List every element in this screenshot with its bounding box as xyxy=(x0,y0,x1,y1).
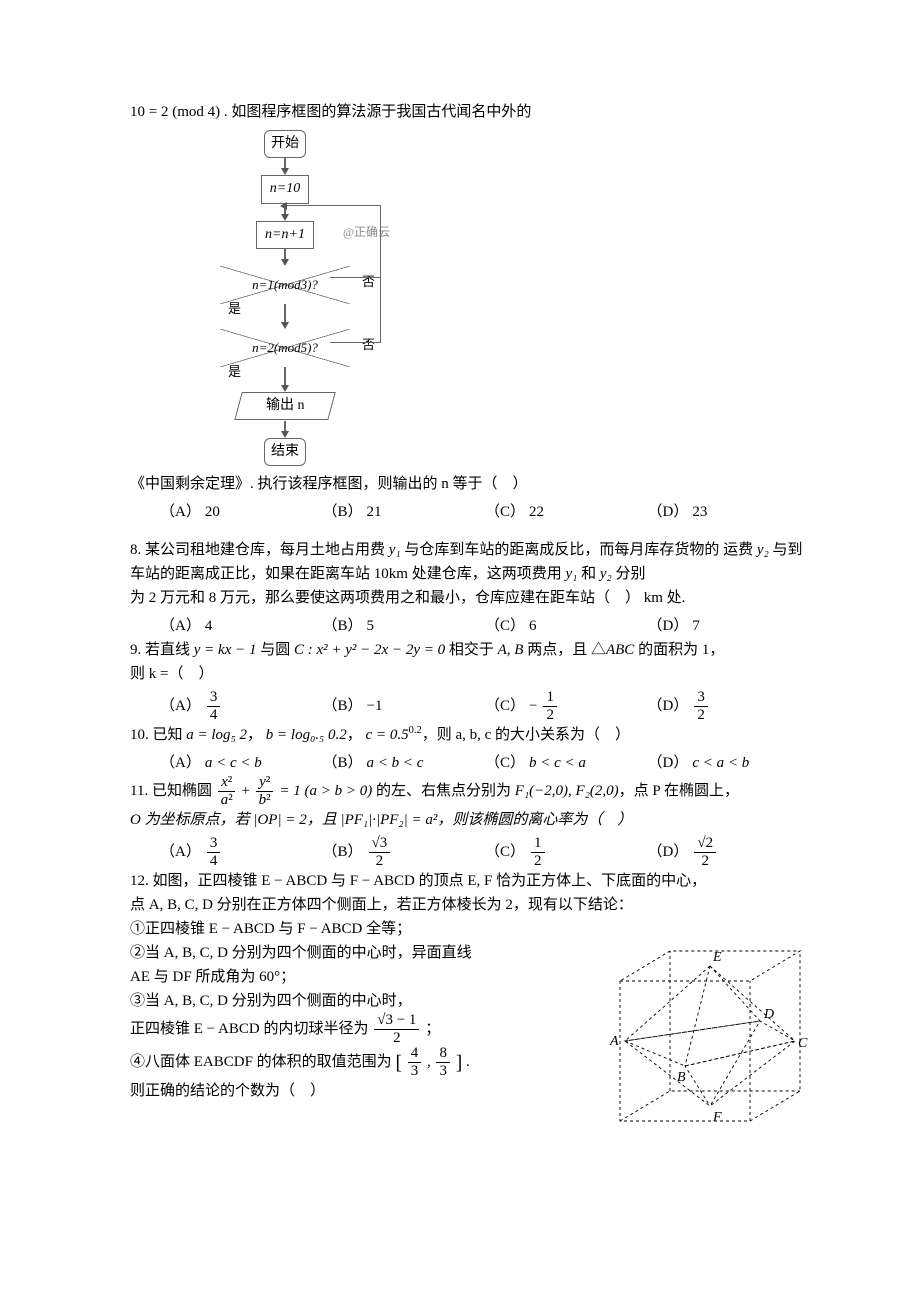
q10-options: （A）a < c < b （B）a < b < c （C）b < c < a （… xyxy=(160,751,810,775)
q9: 9. 若直线 y = kx − 1 与圆 C : x² + y² − 2x − … xyxy=(130,638,810,686)
q7-prelude-text: 如图程序框图的算法源于我国古代闻名中外的 xyxy=(231,100,531,124)
q7-prelude-math: 10 = 2 (mod 4) . xyxy=(130,100,228,124)
fc-no1: 否 xyxy=(362,272,375,293)
svg-text:C: C xyxy=(798,1036,808,1051)
q9-options: （A）34 （B）−1 （C）−12 （D）32 xyxy=(160,690,810,723)
fc-step: n=n+1 xyxy=(256,221,314,249)
watermark: @正确云 xyxy=(343,223,390,242)
fc-no2: 否 xyxy=(362,335,375,356)
svg-text:F: F xyxy=(712,1110,722,1125)
svg-text:E: E xyxy=(712,950,722,965)
q7-options: （A）20 （B）21 （C）22 （D）23 xyxy=(160,500,810,524)
svg-text:B: B xyxy=(677,1070,686,1085)
fc-output: 输出 n xyxy=(234,392,336,420)
q11-options: （A）34 （B）√32 （C）12 （D）√22 xyxy=(160,836,810,869)
q8: 8. 某公司租地建仓库，每月土地占用费 y₁ 与仓库到车站的距离成反比，而每月库… xyxy=(130,538,810,610)
fc-init: n=10 xyxy=(261,175,309,203)
flowchart: 开始 n=10 n=n+1 @正确云 n=1(mod3)? 否 是 n=2(mo… xyxy=(170,130,400,466)
q11: 11. 已知椭圆 x²a² + y²b² = 1 (a > b > 0) 的左、… xyxy=(130,775,810,832)
cube-figure: E F A B C D xyxy=(590,921,810,1171)
fc-start: 开始 xyxy=(264,130,306,158)
svg-text:A: A xyxy=(609,1034,619,1049)
svg-text:D: D xyxy=(763,1007,774,1022)
fc-end: 结束 xyxy=(264,438,306,466)
q10: 10. 已知 a = log₅ 2， b = log₀.₅ 0.2， c = 0… xyxy=(130,723,810,747)
q12: 12. 如图，正四棱锥 E − ABCD 与 F − ABCD 的顶点 E, F… xyxy=(130,869,810,1175)
q8-options: （A）4 （B）5 （C）6 （D）7 xyxy=(160,614,810,638)
q7-post: 《中国剩余定理》. 执行该程序框图，则输出的 n 等于（ ） xyxy=(130,472,810,496)
q7-prelude: 10 = 2 (mod 4) . 如图程序框图的算法源于我国古代闻名中外的 xyxy=(130,100,810,124)
fc-yes1: 是 xyxy=(228,299,241,320)
fc-yes2: 是 xyxy=(228,362,241,383)
